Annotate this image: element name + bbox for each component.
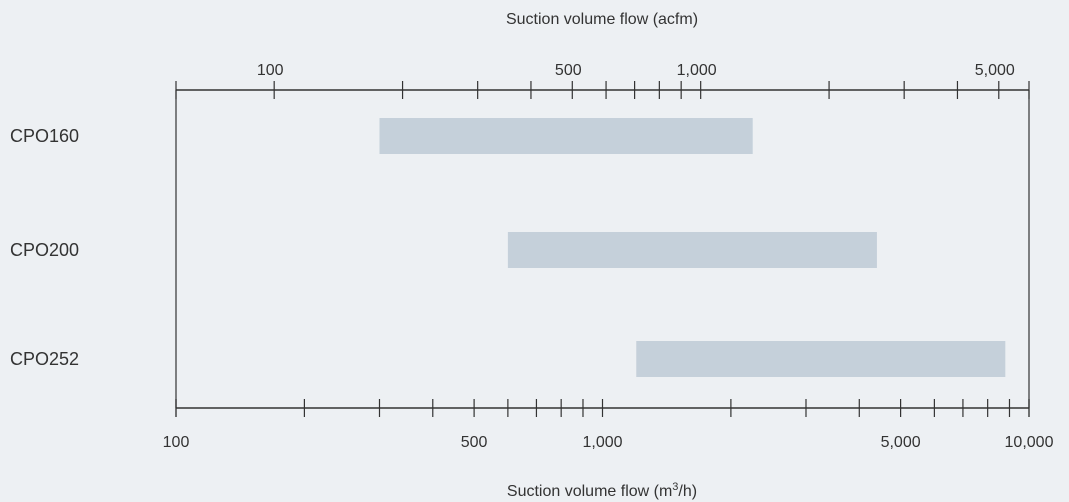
category-label-cpo252: CPO252: [10, 349, 79, 369]
top-axis-tick-label: 1,000: [677, 62, 717, 79]
bottom-axis-tick-label: 1,000: [582, 434, 622, 451]
bottom-axis-title-suffix: /h): [678, 483, 697, 500]
range-bar-cpo200: [507, 232, 877, 268]
plot-area: 100 500 1,000 5,000 10,000 100 500 1,000 5,000 CP…: [10, 62, 1054, 451]
bottom-axis-tick-label: 100: [163, 434, 190, 451]
bottom-axis-tick-label: 10,000: [1005, 434, 1054, 451]
bottom-axis-title: Suction volume flow (m3/h): [507, 481, 697, 500]
top-axis-tick-label: 5,000: [975, 62, 1015, 79]
bottom-axis-title-prefix: Suction volume flow (m: [507, 483, 672, 500]
top-axis-title: Suction volume flow (acfm): [506, 11, 698, 28]
bottom-axis-tick-label: 500: [461, 434, 488, 451]
top-axis-tick-label: 100: [257, 62, 284, 79]
bottom-axis-title-sup: 3: [672, 481, 678, 493]
range-bar-cpo252: [636, 341, 1006, 377]
category-label-cpo200: CPO200: [10, 240, 79, 260]
bottom-axis-tick-label: 5,000: [881, 434, 921, 451]
range-bar-cpo160: [379, 118, 753, 154]
top-axis-tick-label: 500: [555, 62, 582, 79]
category-label-cpo160: CPO160: [10, 126, 79, 146]
